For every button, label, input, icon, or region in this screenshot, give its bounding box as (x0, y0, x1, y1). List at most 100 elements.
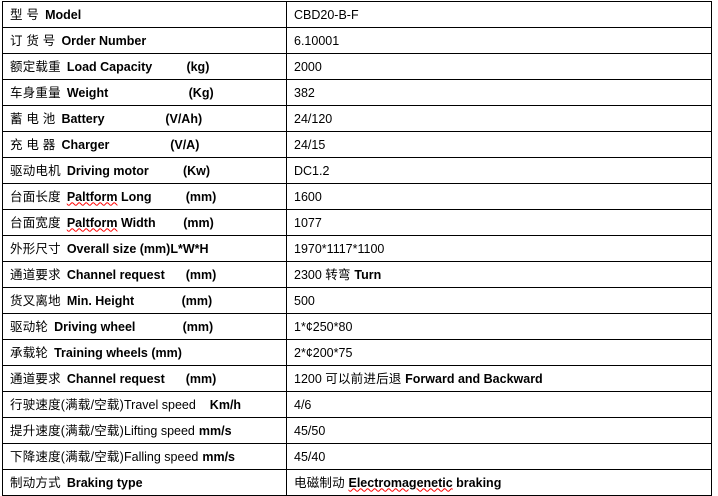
spec-value-english: Turn (354, 267, 382, 282)
spec-label-unit: (mm) (181, 293, 213, 308)
table-row: 订 货 号 Order Number 6.10001 (2, 27, 712, 54)
spec-label-chinese: 货叉离地 (10, 293, 61, 308)
spec-label-cell: 通道要求 Channel request (mm) (2, 261, 287, 288)
spec-label-english: Driving motor (66, 163, 149, 178)
spec-value-number: 500 (294, 293, 315, 308)
spec-label-chinese: 订 货 号 (10, 33, 56, 48)
spec-value-number: 1970*1117*1100 (294, 241, 385, 256)
spec-label-cell: 型 号 Model (2, 1, 287, 28)
table-row: 外形尺寸 Overall size (mm)L*W*H 1970*1117*110… (2, 235, 712, 262)
spec-label-unit: (mm) (185, 371, 217, 386)
table-row: 额定载重 Load Capacity (kg) 2000 (2, 53, 712, 80)
table-row: 承载轮 Training wheels (mm) 2*¢200*75 (2, 339, 712, 366)
spec-label-cell: 货叉离地 Min. Height (mm) (2, 287, 287, 314)
spec-value-english: Forward and Backward (405, 371, 543, 386)
spec-value: 1600 (294, 190, 322, 204)
table-row: 通道要求 Channel request (mm) 2300 转弯 Turn (2, 261, 712, 288)
spec-label-english: Travel speed (124, 397, 196, 412)
table-row: 充 电 器 Charger (V/A) 24/15 (2, 131, 712, 158)
spec-value: 2300 转弯 Turn (294, 268, 381, 282)
table-row: 型 号 Model CBD20-B-F (2, 1, 712, 28)
spec-value: 24/120 (294, 112, 332, 126)
spec-value-cell: 电磁制动 Electromagenetic braking (286, 469, 712, 496)
spec-value: 382 (294, 86, 315, 100)
table-row: 制动方式 Braking type 电磁制动 Electromagenetic b… (2, 469, 712, 496)
spec-label-english: Braking type (66, 475, 143, 490)
spec-label-english-misspelled: Paltform (66, 189, 118, 204)
table-row: 蓄 电 池 Battery (V/Ah) 24/120 (2, 105, 712, 132)
spec-label-chinese: 通道要求 (10, 371, 61, 386)
spec-value: 500 (294, 294, 315, 308)
table-row: 车身重量 Weight (Kg) 382 (2, 79, 712, 106)
spec-value-number: 4/6 (294, 397, 312, 412)
spec-value-number: 2*¢200*75 (294, 345, 353, 360)
spec-label-chinese: 驱动电机 (10, 163, 61, 178)
spec-value-number: 2300 (294, 267, 326, 282)
spec-label-english: Min. Height (66, 293, 135, 308)
spec-label-unit: (mm) (185, 189, 217, 204)
spec-label-unit: (Kg) (188, 85, 214, 100)
spec-value-number: 24/120 (294, 111, 333, 126)
table-row: 行驶速度(满载/空载)Travel speed Km/h 4/6 (2, 391, 712, 418)
spec-label-unit: mm/s (198, 423, 232, 438)
spec-value: 1077 (294, 216, 322, 230)
spec-label-chinese: 提升速度(满载/空载) (10, 423, 124, 438)
spec-value-cell: CBD20-B-F (286, 1, 712, 28)
spec-label-chinese: 型 号 (10, 7, 40, 22)
spec-value-cell: 500 (286, 287, 712, 314)
spec-value-number: 1077 (294, 215, 322, 230)
spec-label-cell: 驱动电机 Driving motor (Kw) (2, 157, 287, 184)
spec-value-cell: 24/15 (286, 131, 712, 158)
spec-value-number: 1200 (294, 371, 326, 386)
spec-label-english: Overall size (mm)L*W*H (66, 241, 209, 256)
spec-label-chinese: 额定载重 (10, 59, 61, 74)
spec-label-unit: (V/A) (170, 137, 200, 152)
spec-value-cell: 1970*1117*1100 (286, 235, 712, 262)
spec-label-unit: (kg) (186, 59, 210, 74)
spec-label-chinese: 制动方式 (10, 475, 61, 490)
spec-value-english-misspelled: Electromagenetic (348, 475, 453, 490)
spec-label-chinese: 蓄 电 池 (10, 111, 56, 126)
spec-value-cell: 2000 (286, 53, 712, 80)
spec-label-english: Battery (61, 111, 105, 126)
spec-value-cell: 1600 (286, 183, 712, 210)
table-row: 台面宽度 Paltform Width (mm) 1077 (2, 209, 712, 236)
spec-value-cell: 1*¢250*80 (286, 313, 712, 340)
table-row: 台面长度 Paltform Long (mm) 1600 (2, 183, 712, 210)
spec-label-english: Model (45, 7, 82, 22)
spec-label-english: Width (117, 215, 156, 230)
spec-label-unit: Km/h (209, 397, 242, 412)
spec-value-cell: 4/6 (286, 391, 712, 418)
spec-label-cell: 蓄 电 池 Battery (V/Ah) (2, 105, 287, 132)
spec-value: 2*¢200*75 (294, 346, 352, 360)
spec-label-english: Channel request (66, 371, 165, 386)
spec-label-english: Charger (61, 137, 110, 152)
spec-label-chinese: 车身重量 (10, 85, 61, 100)
spec-value: 1200 可以前进后退 Forward and Backward (294, 372, 543, 386)
spec-value-cell: 45/40 (286, 443, 712, 470)
spec-label-cell: 行驶速度(满载/空载)Travel speed Km/h (2, 391, 287, 418)
spec-label-english: Order Number (61, 33, 147, 48)
spec-value-cell: 1077 (286, 209, 712, 236)
spec-label-cell: 外形尺寸 Overall size (mm)L*W*H (2, 235, 287, 262)
table-row: 驱动电机 Driving motor (Kw) DC1.2 (2, 157, 712, 184)
spec-label-english: Lifting speed (124, 423, 195, 438)
spec-value-number: 2000 (294, 59, 322, 74)
spec-label-unit: (mm) (183, 215, 214, 230)
spec-label-english: Long (117, 189, 152, 204)
spec-value-number: 1600 (294, 189, 322, 204)
spec-label-unit: mm/s (202, 449, 236, 464)
spec-label-chinese: 下降速度(满载/空载) (10, 449, 124, 464)
spec-label-unit: (mm) (182, 319, 214, 334)
spec-value-number: DC1.2 (294, 163, 330, 178)
spec-value-chinese: 电磁制动 (294, 475, 349, 490)
spec-value: DC1.2 (294, 164, 329, 178)
spec-label-chinese: 行驶速度(满载/空载) (10, 397, 124, 412)
spec-value-cell: 2*¢200*75 (286, 339, 712, 366)
spec-label-english: Driving wheel (54, 319, 136, 334)
spec-label-cell: 承载轮 Training wheels (mm) (2, 339, 287, 366)
spec-label-cell: 台面长度 Paltform Long (mm) (2, 183, 287, 210)
spec-label-cell: 订 货 号 Order Number (2, 27, 287, 54)
